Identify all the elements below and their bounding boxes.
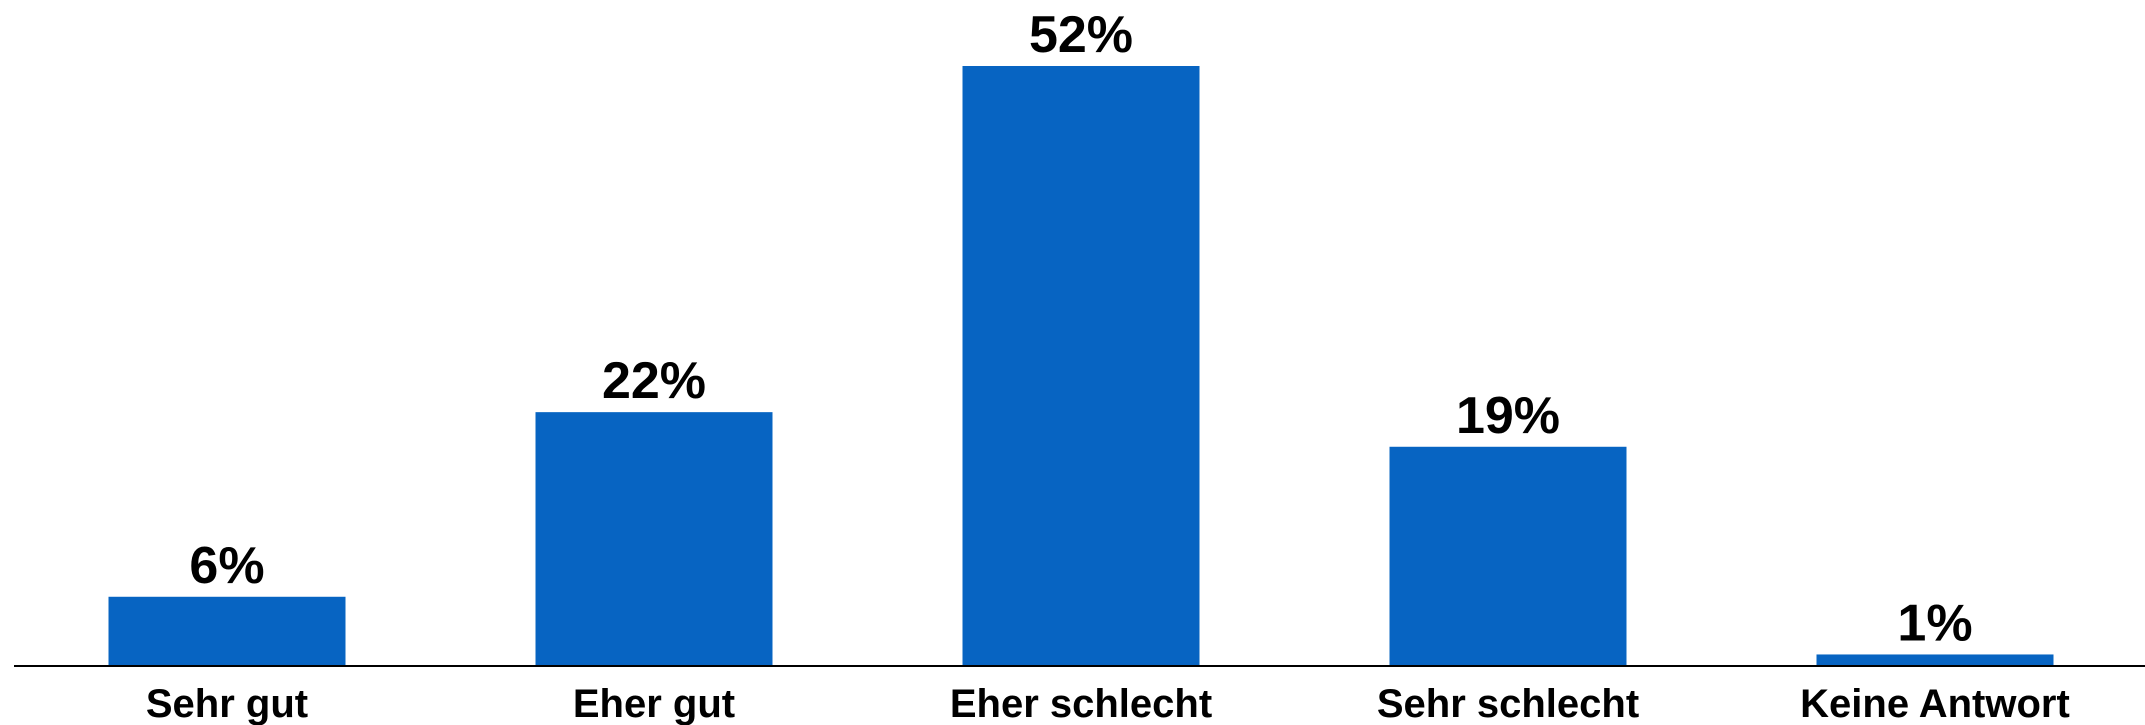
bar-2 (962, 66, 1200, 666)
category-label-0: Sehr gut (146, 682, 308, 725)
value-label-2: 52% (1029, 6, 1133, 64)
category-labels-group: Sehr gut Eher gut Eher schlecht Sehr schlec… (146, 682, 2070, 725)
category-label-4: Keine Antwort (1800, 682, 2070, 725)
bar-4 (1816, 654, 2054, 666)
category-label-1: Eher gut (573, 682, 735, 725)
value-label-1: 22% (602, 352, 706, 410)
bars-group (108, 66, 2054, 666)
value-label-3: 19% (1456, 387, 1560, 445)
value-labels-group: 6% 22% 52% 19% 1% (189, 6, 1972, 652)
bar-3 (1389, 446, 1627, 666)
bar-1 (535, 412, 773, 666)
value-label-4: 1% (1897, 594, 1972, 652)
category-label-3: Sehr schlecht (1377, 682, 1639, 725)
bar-0 (108, 596, 346, 666)
category-label-2: Eher schlecht (950, 682, 1212, 725)
value-label-0: 6% (189, 537, 264, 595)
